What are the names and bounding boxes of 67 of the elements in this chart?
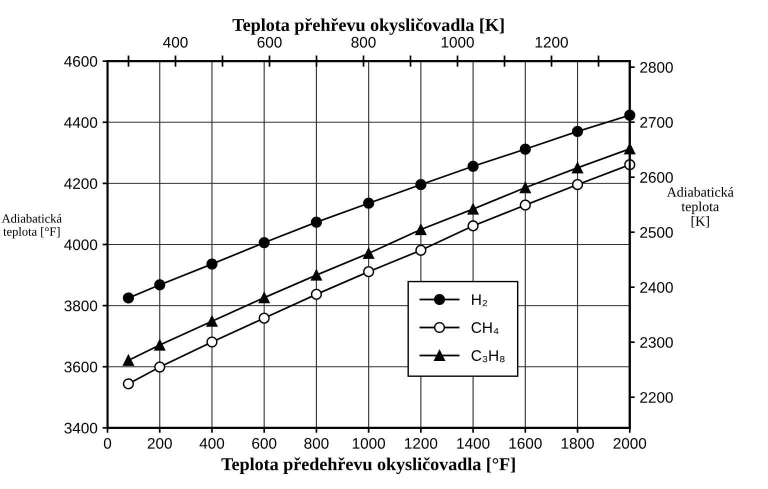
x2-tick-label: 1200 <box>536 36 568 48</box>
point <box>520 200 531 211</box>
legend-label: H₂ <box>472 294 488 306</box>
y-axis-title: Adiabatická teplota [°F] <box>2 214 62 238</box>
y2-tick-label: 2800 <box>640 62 673 73</box>
point <box>363 266 374 278</box>
y-tick-label: 4200 <box>64 178 98 190</box>
legend-label: CH₄ <box>472 322 499 334</box>
y-tick-label: 3800 <box>64 300 98 312</box>
y2-tick-label: 2200 <box>640 392 673 403</box>
x-axis-title: Teplota předehřevu okysličovadla [°F] <box>221 457 515 474</box>
x-tick-label: 400 <box>200 438 224 449</box>
point <box>206 336 218 348</box>
point <box>122 378 134 390</box>
legend-label: C₃H₈ <box>472 350 505 362</box>
y2-tick-label: 2600 <box>640 172 673 183</box>
x2-axis-title: Teplota přehřevu okysličovadla [K] <box>232 18 504 35</box>
point <box>154 339 166 351</box>
x2-tick-label: 600 <box>258 36 282 48</box>
point <box>310 216 322 228</box>
y2-axis-title: Adiabatická teplota [K] <box>666 186 734 228</box>
x-tick-label: 1000 <box>352 438 386 449</box>
x-tick-label: 200 <box>148 438 172 449</box>
point <box>572 179 584 190</box>
point <box>154 279 166 290</box>
x-tick-label: 800 <box>304 438 329 449</box>
point <box>415 224 426 236</box>
x-tick-label: 0 <box>104 438 112 449</box>
x2-tick-label: 1000 <box>442 36 474 48</box>
point <box>572 162 584 174</box>
point <box>206 258 218 270</box>
point <box>468 203 479 215</box>
point <box>363 198 374 209</box>
point <box>520 182 531 194</box>
point <box>310 270 322 281</box>
point <box>122 292 134 304</box>
x-tick-label: 2000 <box>614 438 646 449</box>
y2-tick-label: 2500 <box>640 227 673 238</box>
x-tick-label: 1800 <box>562 438 594 449</box>
point <box>415 244 426 256</box>
point <box>258 312 270 324</box>
x-tick-label: 600 <box>252 438 276 449</box>
point <box>258 237 270 248</box>
point <box>468 220 479 232</box>
point <box>415 179 426 190</box>
y-tick-label: 3400 <box>64 422 98 434</box>
point <box>572 126 584 137</box>
y2-tick-label: 2300 <box>640 337 673 348</box>
point <box>468 160 479 172</box>
point <box>520 144 531 155</box>
point <box>363 248 374 259</box>
point <box>206 316 218 327</box>
x-tick-label: 1400 <box>457 438 490 449</box>
y-tick-label: 4600 <box>64 56 98 67</box>
point <box>258 292 270 304</box>
y-tick-label: 3600 <box>64 362 98 372</box>
point <box>122 354 134 366</box>
y2-tick-label: 2700 <box>640 117 673 128</box>
point <box>154 362 166 373</box>
y2-tick-label: 2400 <box>640 282 673 293</box>
x2-tick-label: 800 <box>351 36 376 48</box>
x2-tick-label: 400 <box>163 36 188 48</box>
point <box>310 288 322 300</box>
x-tick-label: 1600 <box>509 438 542 449</box>
y-tick-label: 4400 <box>64 117 98 128</box>
y-tick-label: 4000 <box>64 239 98 250</box>
x-tick-label: 1200 <box>405 438 438 449</box>
